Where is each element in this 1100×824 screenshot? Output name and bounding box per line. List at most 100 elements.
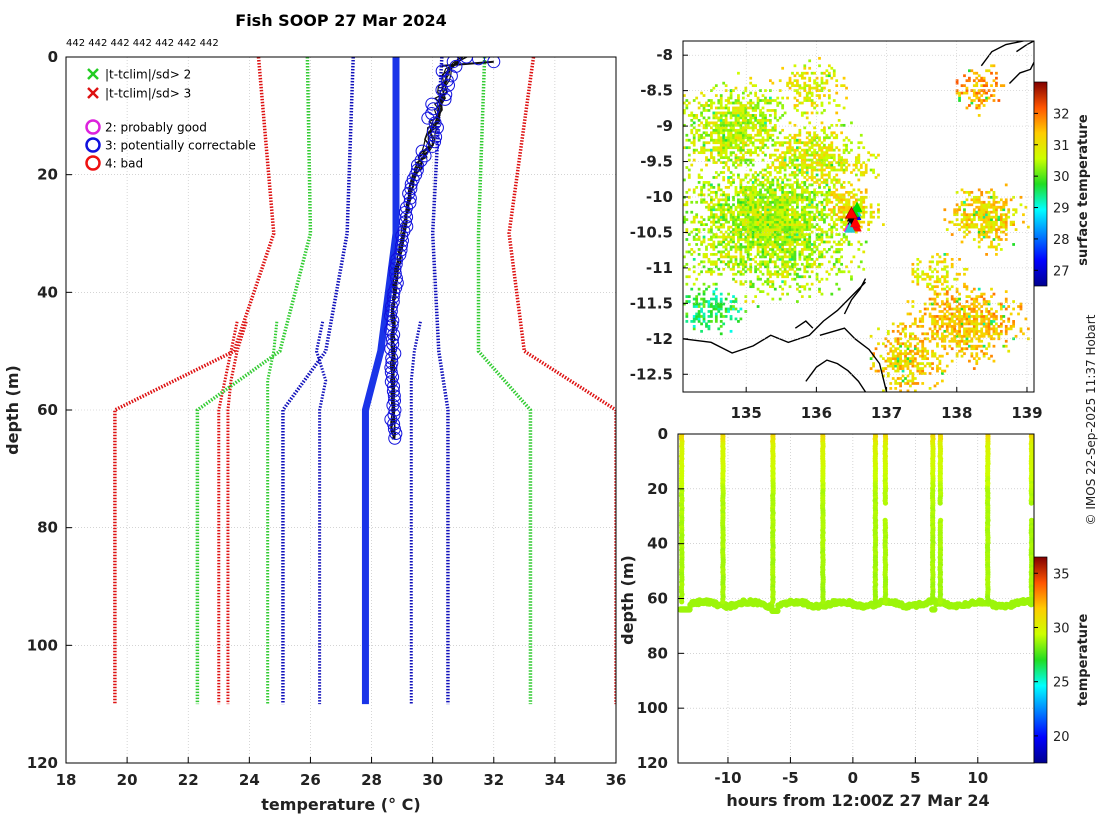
sst-cell (1000, 305, 1003, 308)
sst-cell (934, 293, 937, 296)
sst-cell (774, 117, 777, 120)
sst-cell (990, 228, 993, 231)
sst-cell (757, 241, 760, 244)
sst-cell (769, 129, 772, 132)
sst-cell (791, 213, 794, 216)
sst-cell (749, 221, 752, 224)
sst-cell (803, 221, 806, 224)
sst-cell (762, 186, 765, 189)
sst-cell (747, 139, 750, 142)
sst-cell (725, 114, 728, 117)
sst-cell (860, 191, 863, 194)
sst-cell (710, 184, 713, 187)
sst-cell (769, 216, 772, 219)
sst-cell (764, 231, 767, 234)
sst-cell (712, 156, 715, 159)
sst-cell (929, 340, 932, 343)
sst-cell (710, 102, 713, 105)
sst-cell (774, 196, 777, 199)
sst-cell (771, 134, 774, 137)
sst-cell (980, 293, 983, 296)
sst-cell (789, 243, 792, 246)
sst-cell (899, 362, 902, 365)
sst-cell (771, 179, 774, 182)
sst-cell (813, 218, 816, 221)
sst-cell (735, 218, 738, 221)
sst-cell (808, 221, 811, 224)
sst-cell (754, 206, 757, 209)
sst-cell (727, 159, 730, 162)
sst-cell (821, 121, 824, 124)
sst-cell (828, 213, 831, 216)
sst-cell (956, 213, 959, 216)
sst-cell (752, 186, 755, 189)
sst-cell (764, 169, 767, 172)
sst-cell (988, 332, 991, 335)
sst-cell (747, 198, 750, 201)
sst-cell (789, 121, 792, 124)
sst-cell (924, 303, 927, 306)
sst-cell (853, 188, 856, 191)
sst-cell (779, 273, 782, 276)
sst-cell (963, 313, 966, 316)
sst-cell (767, 201, 770, 204)
sst-cell (771, 253, 774, 256)
sst-cell (956, 345, 959, 348)
sst-cell (936, 323, 939, 326)
sst-cell (730, 114, 733, 117)
sst-cell (988, 218, 991, 221)
sst-cell (818, 280, 821, 283)
sst-cell (737, 320, 740, 323)
sst-cell (786, 256, 789, 259)
sst-cell (811, 112, 814, 115)
sst-cell (722, 114, 725, 117)
sst-cell (794, 164, 797, 167)
sst-cell (796, 149, 799, 152)
sst-cell (808, 223, 811, 226)
sst-cell (818, 156, 821, 159)
sst-cell (865, 166, 868, 169)
sst-cell (757, 119, 760, 122)
sst-cell (826, 181, 829, 184)
sst-cell (690, 164, 693, 167)
sst-cell (727, 176, 730, 179)
sst-cell (924, 350, 927, 353)
sst-cell (794, 134, 797, 137)
sst-cell (970, 352, 973, 355)
sst-cell (720, 149, 723, 152)
sst-cell (975, 226, 978, 229)
sst-cell (983, 213, 986, 216)
sst-cell (936, 367, 939, 370)
sst-cell (722, 107, 725, 110)
sst-cell (813, 107, 816, 110)
sst-cell (767, 223, 770, 226)
sst-cell (732, 109, 735, 112)
sst-cell (970, 69, 973, 72)
sst-cell (1007, 208, 1010, 211)
sst-cell (703, 151, 706, 154)
sst-cell (813, 136, 816, 139)
sst-cell (730, 112, 733, 115)
sst-cell (835, 243, 838, 246)
sst-cell (816, 164, 819, 167)
sst-cell (712, 114, 715, 117)
sst-cell (685, 218, 688, 221)
sst-cell (845, 201, 848, 204)
sst-cell (978, 211, 981, 214)
sst-cell (708, 228, 711, 231)
sst-cell (892, 365, 895, 368)
sst-cell (769, 119, 772, 122)
sst-cell (980, 223, 983, 226)
sst-cell (776, 233, 779, 236)
sst-cell (700, 136, 703, 139)
sst-cell (794, 216, 797, 219)
sst-cell (771, 201, 774, 204)
sst-cell (931, 260, 934, 263)
sst-cell (752, 181, 755, 184)
sst-cell (808, 238, 811, 241)
sst-cell (840, 186, 843, 189)
sst-cell (727, 107, 730, 110)
sst-cell (894, 380, 897, 383)
sst-cell (774, 223, 777, 226)
sst-cell (794, 213, 797, 216)
